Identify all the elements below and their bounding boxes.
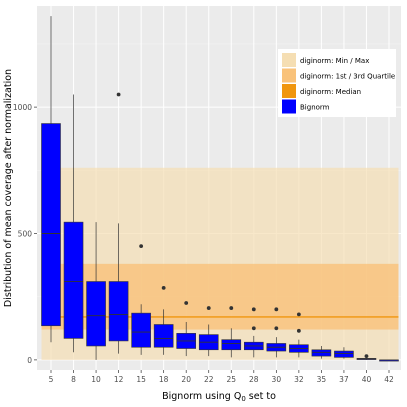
box-25 bbox=[221, 339, 242, 351]
y-tick-label: 500 bbox=[18, 230, 33, 239]
outlier-point bbox=[251, 326, 256, 331]
legend-key bbox=[282, 84, 296, 98]
x-tick-label: 40 bbox=[362, 375, 372, 384]
x-tick-label: 5 bbox=[49, 375, 54, 384]
box-35 bbox=[311, 349, 332, 357]
x-tick-label: 25 bbox=[226, 375, 236, 384]
box-18 bbox=[153, 324, 174, 348]
legend-key bbox=[282, 99, 296, 114]
box-8 bbox=[63, 221, 84, 339]
x-tick-label: 18 bbox=[159, 375, 169, 384]
outlier-point bbox=[116, 92, 121, 97]
legend-key bbox=[282, 53, 296, 67]
x-tick-label: 15 bbox=[136, 375, 146, 384]
x-tick-label: 32 bbox=[294, 375, 304, 384]
x-axis-label-suffix: set to bbox=[246, 391, 276, 402]
outlier-point bbox=[296, 312, 301, 317]
x-axis-label: Bignorm using Q0 set to bbox=[162, 391, 276, 403]
outlier-point bbox=[251, 307, 256, 312]
outlier-point bbox=[274, 326, 279, 331]
outlier-point bbox=[364, 354, 369, 358]
outlier-point bbox=[296, 328, 301, 333]
bignorm-boxes bbox=[41, 16, 399, 362]
x-tick-label: 30 bbox=[272, 375, 282, 384]
outlier-point bbox=[139, 244, 144, 249]
outlier-point bbox=[229, 306, 234, 310]
x-tick-label: 42 bbox=[384, 375, 394, 384]
legend: diginorm: Min / Max diginorm: 1st / 3rd Q… bbox=[278, 49, 396, 117]
legend-label: diginorm: Min / Max bbox=[300, 57, 369, 65]
legend-background bbox=[278, 49, 396, 117]
x-tick-label: 22 bbox=[204, 375, 214, 384]
box-37 bbox=[334, 350, 354, 358]
x-tick-label: 8 bbox=[71, 375, 76, 384]
outlier-point bbox=[161, 285, 166, 290]
outlier-point bbox=[206, 306, 211, 310]
y-tick-label: 1000 bbox=[13, 103, 32, 112]
x-tick-label: 20 bbox=[181, 375, 191, 384]
y-tick-label: 0 bbox=[27, 356, 32, 365]
x-tick-label: 35 bbox=[317, 375, 327, 384]
box-10 bbox=[86, 281, 106, 347]
y-axis-label: Distribution of mean coverage after norm… bbox=[3, 69, 14, 307]
box-5 bbox=[41, 123, 61, 327]
box-15 bbox=[131, 312, 151, 348]
outlier-point bbox=[274, 307, 279, 312]
axes: 0 500 1000 5 8 10 12 15 18 20 22 25 28 30 32 35 37 40 42 bbox=[13, 103, 394, 384]
x-axis-label-subscript: 0 bbox=[241, 395, 245, 403]
x-tick-label: 37 bbox=[339, 375, 349, 384]
legend-label: diginorm: Median bbox=[300, 88, 361, 96]
legend-key bbox=[282, 68, 296, 83]
outlier-point bbox=[184, 301, 189, 305]
x-axis-label-main: Bignorm using Q bbox=[162, 391, 241, 402]
x-tick-label: 12 bbox=[114, 375, 124, 384]
x-tick-label: 28 bbox=[249, 375, 259, 384]
legend-label: diginorm: 1st / 3rd Quartile bbox=[300, 73, 395, 81]
box-12 bbox=[108, 281, 129, 342]
legend-label: Bignorm bbox=[300, 104, 330, 112]
x-tick-label: 10 bbox=[91, 375, 101, 384]
